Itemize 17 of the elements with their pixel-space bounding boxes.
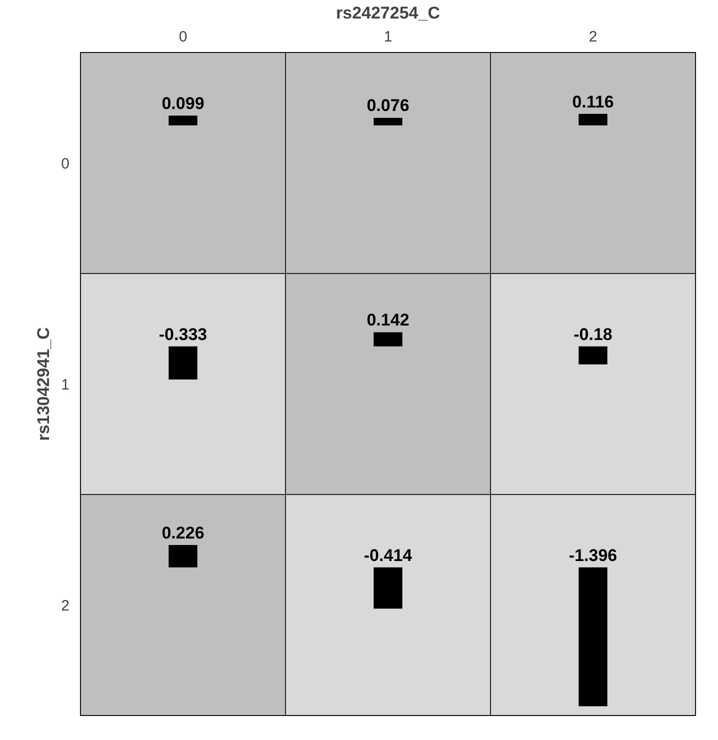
x-tick-label: 2 bbox=[588, 28, 598, 46]
data-label: -0.18 bbox=[574, 324, 612, 344]
y-tick-label: 0 bbox=[61, 156, 70, 172]
x-tick-label: 0 bbox=[178, 28, 188, 46]
data-label: 0.116 bbox=[572, 92, 614, 112]
y-tick-label: 1 bbox=[61, 376, 70, 394]
data-label: 0.076 bbox=[366, 96, 410, 116]
data-label: -0.333 bbox=[158, 324, 208, 344]
data-label: 0.226 bbox=[162, 523, 204, 542]
y-tick-label: 2 bbox=[61, 598, 70, 614]
x-axis-title: rs2427254_C bbox=[336, 4, 440, 22]
x-tick-label: 1 bbox=[384, 28, 392, 46]
data-label: 0.099 bbox=[162, 94, 204, 113]
y-axis-title: rs13042941_C bbox=[34, 327, 54, 441]
data-label: 0.142 bbox=[366, 310, 410, 330]
data-label: -1.396 bbox=[568, 546, 618, 565]
data-label: -0.414 bbox=[364, 546, 413, 565]
